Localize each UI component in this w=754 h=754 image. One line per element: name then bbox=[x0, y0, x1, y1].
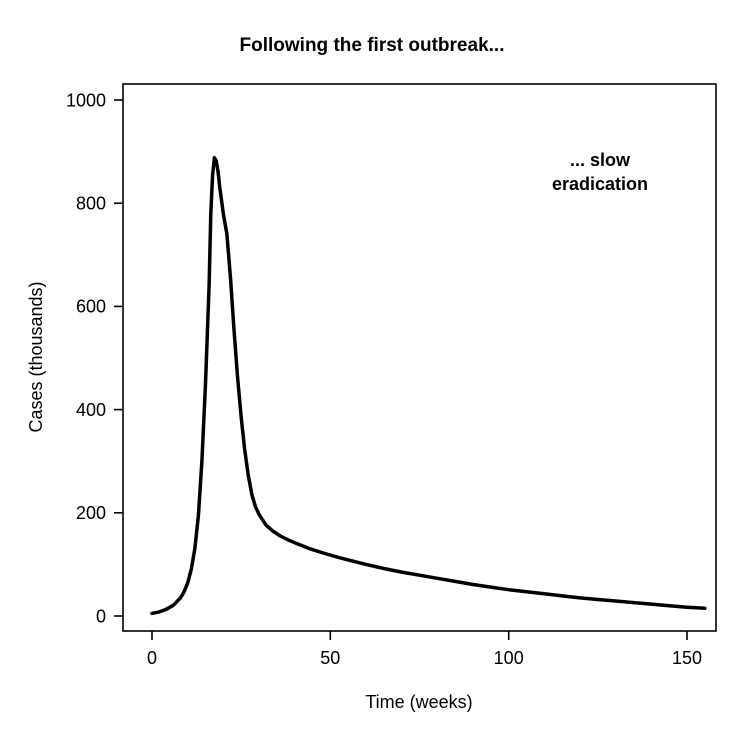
y-tick-label: 0 bbox=[96, 606, 106, 626]
x-tick-label: 100 bbox=[494, 648, 524, 668]
y-axis-ticks: 0 200 400 600 800 1000 bbox=[66, 90, 123, 626]
y-tick-label: 800 bbox=[76, 194, 106, 214]
x-tick-label: 50 bbox=[320, 648, 340, 668]
y-tick-label: 1000 bbox=[66, 90, 106, 110]
y-tick-label: 600 bbox=[76, 297, 106, 317]
x-tick-label: 0 bbox=[147, 648, 157, 668]
annotation-line-1: ... slow bbox=[570, 150, 631, 170]
chart-title: Following the first outbreak... bbox=[240, 35, 505, 56]
x-axis-label: Time (weeks) bbox=[365, 692, 472, 712]
annotation-line-2: eradication bbox=[552, 174, 648, 194]
x-tick-label: 150 bbox=[672, 648, 702, 668]
y-axis-label: Cases (thousands) bbox=[26, 281, 46, 432]
y-tick-label: 400 bbox=[76, 400, 106, 420]
x-axis-ticks: 0 50 100 150 bbox=[147, 631, 702, 668]
epidemic-curve bbox=[150, 156, 707, 616]
y-tick-label: 200 bbox=[76, 503, 106, 523]
plot-box bbox=[122, 83, 717, 632]
